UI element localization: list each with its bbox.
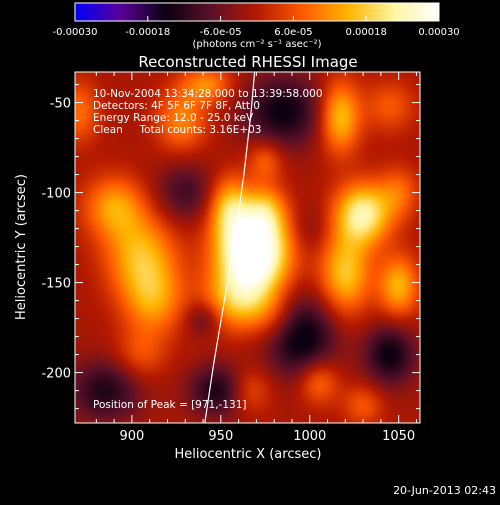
y-tick-label: -50 (50, 97, 71, 112)
annotation-energy-range: Energy Range: 12.0 - 25.0 keV (93, 112, 254, 124)
y-axis-title: Heliocentric Y (arcsec) (14, 174, 29, 320)
annotation-block: 10-Nov-2004 13:34:28.000 to 13:39:58.000… (93, 88, 323, 411)
x-axis: 900 950 1000 1050 (95, 72, 417, 444)
x-axis-title: Heliocentric X (arcsec) (175, 447, 322, 462)
x-tick-label: 950 (208, 429, 233, 444)
x-tick-label: 900 (119, 429, 144, 444)
footer-date: 20-Jun-2013 02:43 (393, 484, 496, 497)
x-tick-label: 1050 (382, 429, 415, 444)
colorbar-tick-label: 0.00030 (418, 27, 459, 38)
plot-frame (74, 71, 421, 424)
annotation-detectors: Detectors: 4F 5F 6F 7F 8F, Att 0 (93, 100, 260, 112)
heatmap-area (75, 72, 420, 423)
x-tick-label: 1000 (293, 429, 326, 444)
annotation-clean-counts: Clean Total counts: 3.16E+03 (93, 124, 262, 136)
colorbar-tick-label: -0.00030 (53, 27, 98, 38)
colorbar-tick-label: 0.00018 (346, 27, 387, 38)
colorbar-tick-label: -0.00018 (125, 27, 170, 38)
colorbar-ticks: -0.00030 -0.00018 -6.0e-05 6.0e-05 0.00018 0.… (53, 16, 460, 38)
colorbar-unit-label: (photons cm⁻² s⁻¹ asec⁻²) (192, 39, 321, 50)
colorbar-strip (74, 2, 440, 22)
annotation-peak-position: Position of Peak = [971,-131] (93, 399, 247, 411)
solar-limb-line (204, 72, 256, 423)
y-axis: -50 -100 -150 -200 (41, 84, 420, 410)
colorbar: -0.00030 -0.00018 -6.0e-05 6.0e-05 0.00018 0.… (53, 2, 460, 50)
colorbar-tick-label: -6.0e-05 (200, 27, 242, 38)
y-tick-label: -100 (41, 187, 71, 202)
colorbar-tick-label: 6.0e-05 (274, 27, 312, 38)
y-tick-label: -150 (41, 277, 71, 292)
plot-title: Reconstructed RHESSI Image (138, 53, 357, 71)
heatmap-image (75, 72, 420, 423)
y-tick-label: -200 (41, 367, 71, 382)
annotation-time-range: 10-Nov-2004 13:34:28.000 to 13:39:58.000 (93, 88, 323, 100)
